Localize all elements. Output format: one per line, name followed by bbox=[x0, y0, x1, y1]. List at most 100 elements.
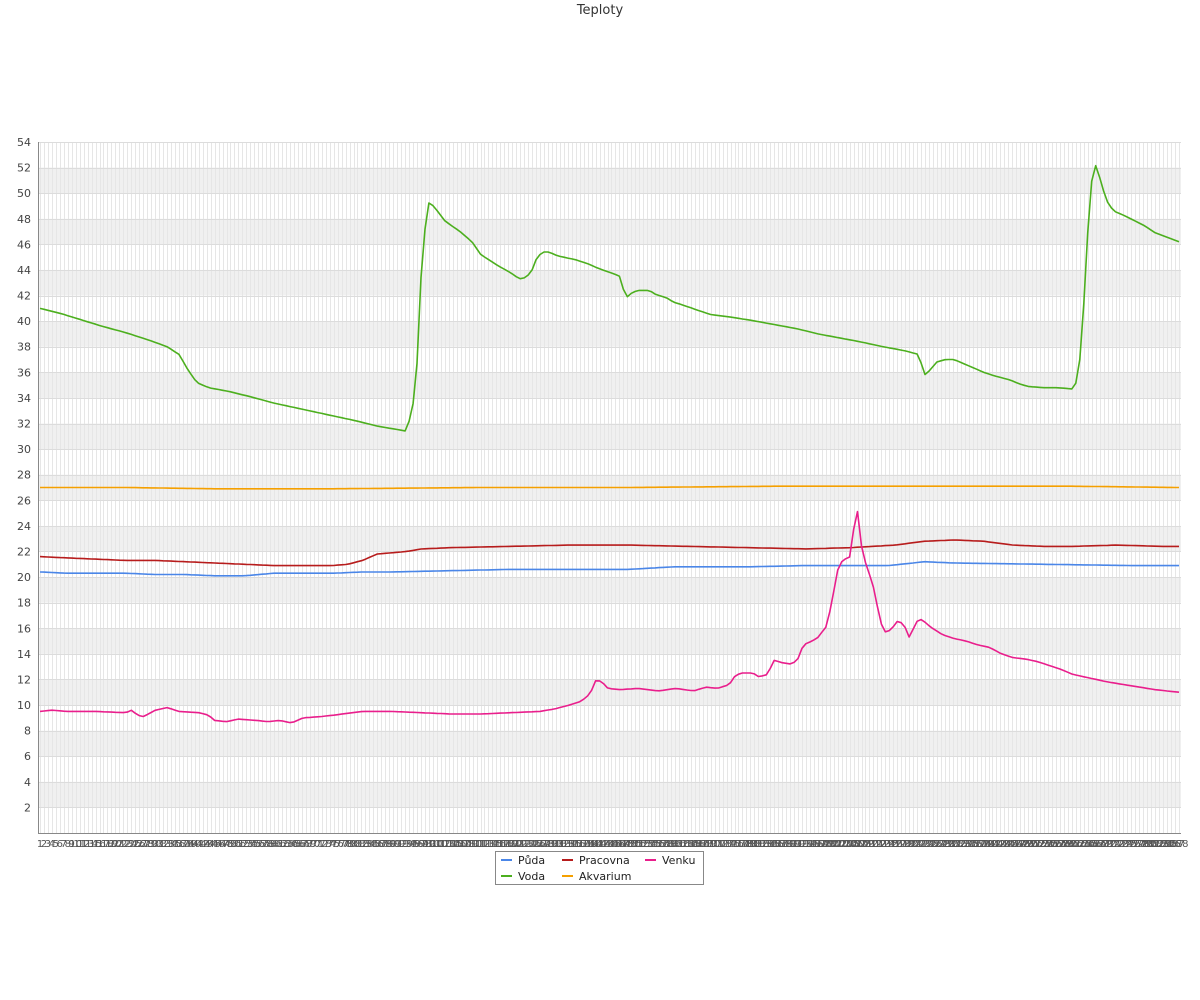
x-tick-label: 275 bbox=[1118, 839, 1137, 850]
x-tick-label: 145 bbox=[602, 839, 621, 850]
x-tick-label: 175 bbox=[721, 839, 740, 850]
x-tick-label: 35 bbox=[169, 839, 182, 850]
x-tick-label: 217 bbox=[888, 839, 907, 850]
x-tick-label: 24 bbox=[125, 839, 138, 850]
grid-band bbox=[38, 167, 1181, 194]
x-tick-label: 167 bbox=[689, 839, 708, 850]
x-tick-label: 118 bbox=[495, 839, 514, 850]
x-tick-label: 83 bbox=[359, 839, 372, 850]
legend-label: Pracovna bbox=[579, 854, 630, 867]
x-tick-label: 180 bbox=[741, 839, 760, 850]
x-tick-label: 136 bbox=[566, 839, 585, 850]
x-tick-label: 224 bbox=[915, 839, 934, 850]
x-tick-label: 7 bbox=[61, 839, 67, 850]
x-tick-label: 49 bbox=[224, 839, 237, 850]
x-tick-label: 85 bbox=[367, 839, 380, 850]
x-tick-label: 201 bbox=[824, 839, 843, 850]
x-tick-label: 156 bbox=[646, 839, 665, 850]
x-tick-label: 63 bbox=[280, 839, 293, 850]
x-tick-label: 76 bbox=[331, 839, 344, 850]
x-tick-label: 29 bbox=[145, 839, 158, 850]
legend-item: Voda bbox=[501, 869, 545, 885]
x-tick-label: 206 bbox=[844, 839, 863, 850]
x-tick-label: 13 bbox=[81, 839, 94, 850]
x-tick-label: 239 bbox=[975, 839, 994, 850]
x-tick-label: 263 bbox=[1070, 839, 1089, 850]
chart-legend: Půda Voda Pracovna Akvarium Venku bbox=[495, 851, 704, 885]
horizontal-grid bbox=[38, 142, 1181, 808]
x-tick-label: 254 bbox=[1035, 839, 1054, 850]
x-tick-label: 271 bbox=[1102, 839, 1121, 850]
x-tick-label: 215 bbox=[880, 839, 899, 850]
x-tick-label: 114 bbox=[479, 839, 498, 850]
x-tick-label: 200 bbox=[820, 839, 839, 850]
x-tick-label: 286 bbox=[1162, 839, 1181, 850]
x-tick-label: 197 bbox=[808, 839, 827, 850]
series-line-akvarium bbox=[40, 485, 1179, 490]
x-tick-label: 157 bbox=[650, 839, 669, 850]
x-tick-label: 269 bbox=[1094, 839, 1113, 850]
x-tick-label: 232 bbox=[947, 839, 966, 850]
x-tick-label: 274 bbox=[1114, 839, 1133, 850]
grid-band bbox=[38, 525, 1181, 552]
grid-band bbox=[38, 781, 1181, 808]
x-tick-label: 109 bbox=[459, 839, 478, 850]
y-tick-label: 54 bbox=[17, 136, 31, 149]
x-tick-label: 235 bbox=[959, 839, 978, 850]
x-tick-label: 38 bbox=[180, 839, 193, 850]
x-tick-label: 123 bbox=[515, 839, 534, 850]
x-tick-label: 144 bbox=[598, 839, 617, 850]
x-tick-label: 106 bbox=[447, 839, 466, 850]
series-line-venku bbox=[39, 510, 1180, 724]
x-tick-label: 107 bbox=[451, 839, 470, 850]
y-tick-label: 10 bbox=[17, 699, 31, 712]
x-tick-label: 234 bbox=[955, 839, 974, 850]
x-tick-label: 99 bbox=[423, 839, 436, 850]
x-tick-label: 158 bbox=[654, 839, 673, 850]
x-tick-label: 163 bbox=[673, 839, 692, 850]
x-tick-label: 141 bbox=[586, 839, 605, 850]
x-tick-label: 177 bbox=[729, 839, 748, 850]
x-tick-label: 133 bbox=[554, 839, 573, 850]
x-tick-label: 19 bbox=[105, 839, 118, 850]
x-tick-label: 139 bbox=[578, 839, 597, 850]
x-tick-label: 57 bbox=[256, 839, 269, 850]
x-tick-label: 151 bbox=[626, 839, 645, 850]
x-tick-label: 152 bbox=[630, 839, 649, 850]
x-tick-label: 179 bbox=[737, 839, 756, 850]
y-tick-label: 4 bbox=[24, 776, 31, 789]
y-tick-label: 26 bbox=[17, 494, 31, 507]
y-tick-label: 14 bbox=[17, 648, 31, 661]
x-tick-label: 112 bbox=[471, 839, 490, 850]
x-tick-label: 88 bbox=[379, 839, 392, 850]
x-tick-label: 178 bbox=[733, 839, 752, 850]
legend-swatch bbox=[501, 875, 512, 877]
x-tick-label: 196 bbox=[804, 839, 823, 850]
x-tick-label: 82 bbox=[355, 839, 368, 850]
x-tick-label: 117 bbox=[491, 839, 510, 850]
x-tick-label: 154 bbox=[638, 839, 657, 850]
legend-swatch bbox=[562, 859, 573, 861]
series-line-pracovna bbox=[39, 539, 1179, 567]
x-tick-label: 187 bbox=[769, 839, 788, 850]
x-tick-label: 247 bbox=[1007, 839, 1026, 850]
y-tick-label: 52 bbox=[17, 162, 31, 175]
y-tick-label: 16 bbox=[17, 622, 31, 635]
x-tick-label: 80 bbox=[347, 839, 360, 850]
x-tick-label: 10 bbox=[69, 839, 82, 850]
x-tick-label: 185 bbox=[761, 839, 780, 850]
y-tick-label: 42 bbox=[17, 290, 31, 303]
x-tick-label: 150 bbox=[622, 839, 641, 850]
x-tick-label: 3 bbox=[45, 839, 51, 850]
x-tick-label: 87 bbox=[375, 839, 388, 850]
x-tick-label: 124 bbox=[519, 839, 538, 850]
x-tick-label: 248 bbox=[1011, 839, 1030, 850]
x-tick-label: 128 bbox=[534, 839, 553, 850]
x-tick-label: 30 bbox=[149, 839, 162, 850]
x-tick-label: 181 bbox=[745, 839, 764, 850]
x-tick-label: 198 bbox=[812, 839, 831, 850]
x-tick-label: 276 bbox=[1122, 839, 1141, 850]
x-tick-label: 140 bbox=[582, 839, 601, 850]
x-tick-label: 143 bbox=[594, 839, 613, 850]
legend-label: Půda bbox=[518, 854, 546, 867]
